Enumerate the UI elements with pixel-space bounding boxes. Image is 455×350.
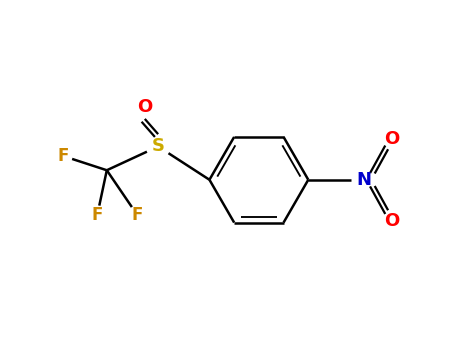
Text: F: F: [131, 206, 143, 224]
Text: N: N: [356, 171, 371, 189]
Text: S: S: [152, 138, 165, 155]
Text: F: F: [91, 206, 103, 224]
Text: O: O: [384, 130, 399, 148]
Text: O: O: [384, 212, 399, 230]
Text: O: O: [137, 98, 152, 116]
Text: F: F: [57, 147, 69, 165]
